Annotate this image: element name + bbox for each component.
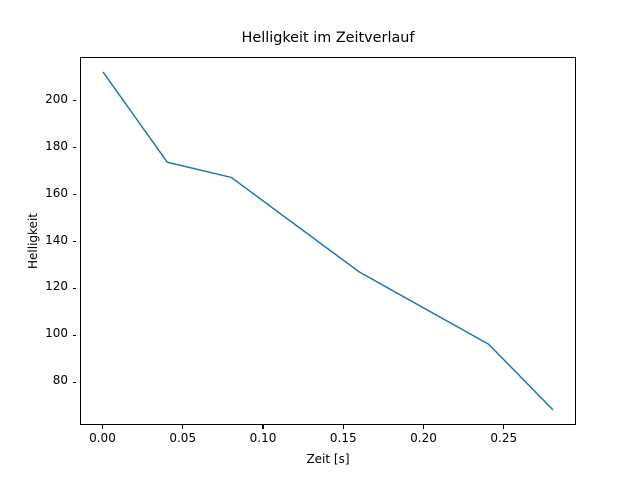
y-tick-mark [72,147,76,149]
x-tick-mark [342,425,344,429]
chart-title: Helligkeit im Zeitverlauf [241,30,415,46]
x-tick-mark [262,425,264,429]
line-plot-svg [102,71,554,411]
data-series-line [102,71,554,411]
x-tick-label: 0.10 [249,431,277,445]
x-tick-label: 0.05 [169,431,197,445]
x-tick-mark [182,425,184,429]
x-tick-label: 0.00 [89,431,116,445]
y-tick-label: 160 [45,185,68,200]
x-tick-label: 0.15 [329,431,357,445]
y-tick-mark [72,100,76,102]
x-tick-label: 0.25 [490,431,518,445]
y-tick-label: 120 [45,279,68,294]
x-tick-mark [101,425,104,429]
y-tick-label: 80 [52,373,68,388]
plot-axes [80,57,576,425]
y-tick-label: 200 [45,91,68,106]
y-axis-label: Helligkeit [26,213,40,269]
x-axis-label: Zeit [s] [306,452,350,466]
y-tick-mark [72,381,76,383]
y-tick-mark [72,334,76,336]
x-tick-mark [423,425,425,429]
y-tick-label: 180 [45,138,68,153]
x-tick-mark [503,425,505,429]
y-tick-mark [72,241,76,243]
y-tick-mark [72,194,76,196]
y-tick-mark [72,287,76,290]
y-tick-label: 100 [45,326,68,341]
x-tick-label: 0.20 [410,431,437,445]
y-tick-label: 140 [45,232,68,247]
